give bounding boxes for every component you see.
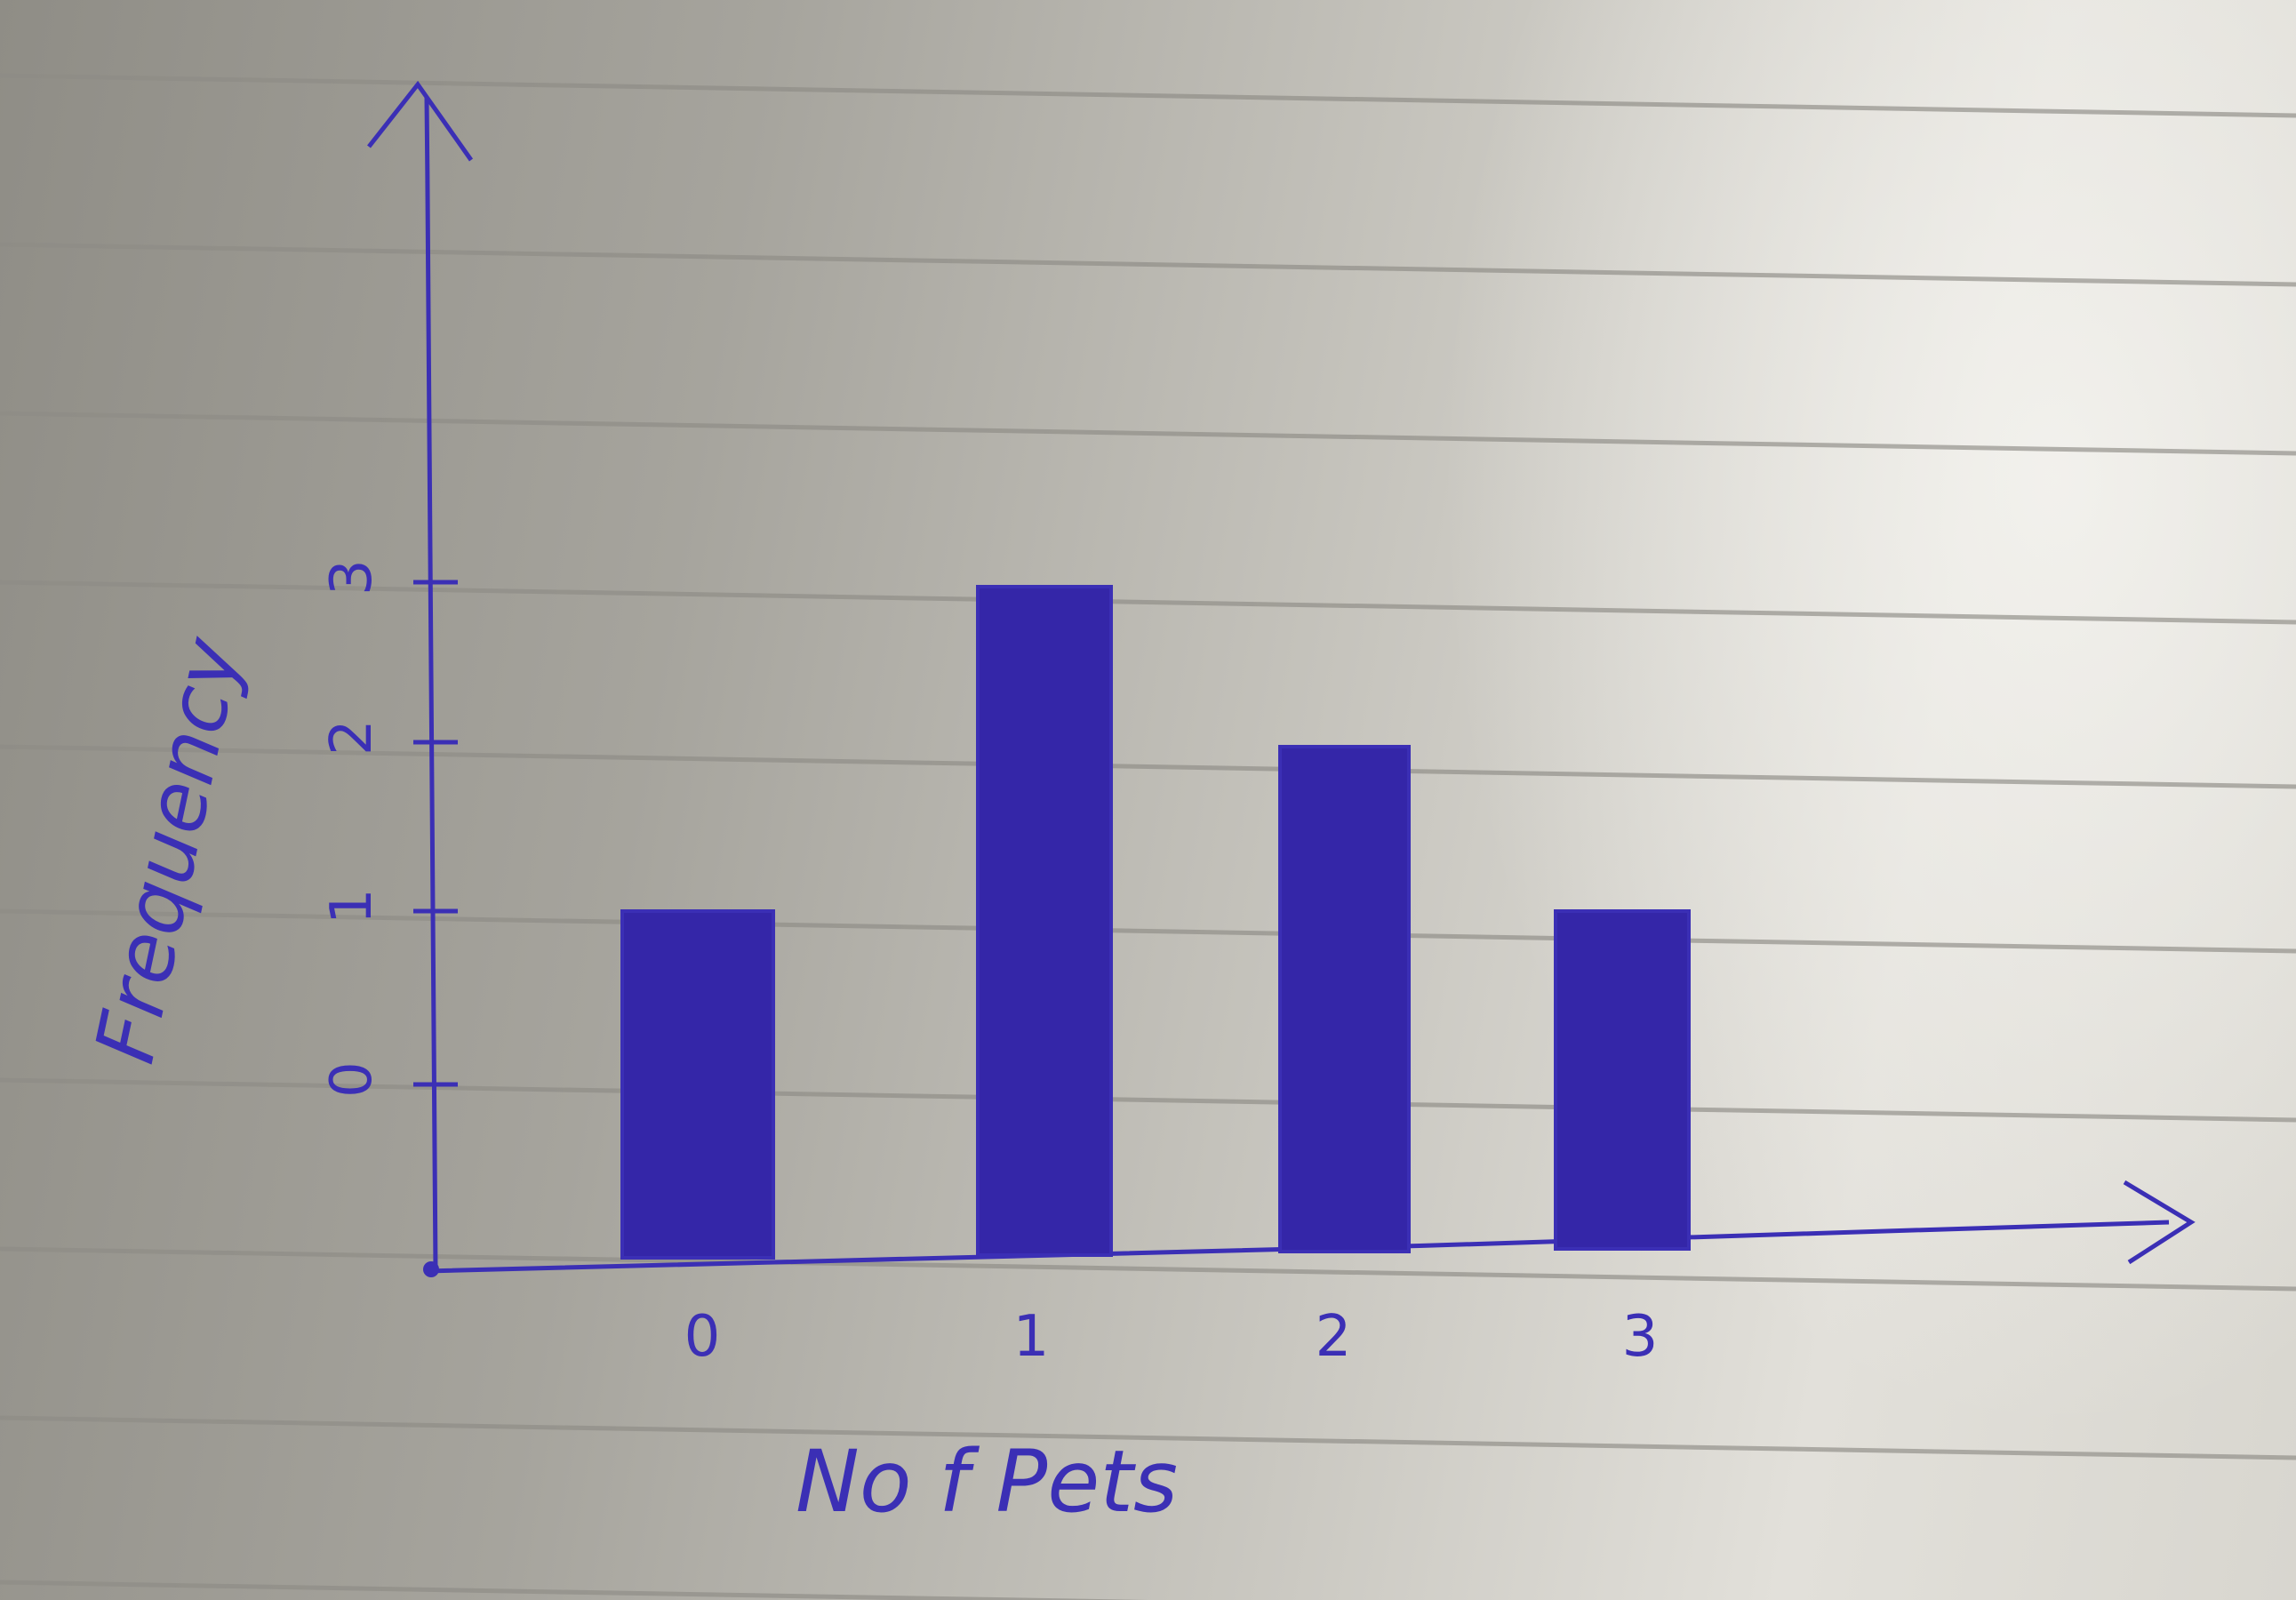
bars	[620, 585, 1691, 1260]
y-axis-line	[424, 97, 438, 1272]
ruled-line	[0, 1415, 2296, 1460]
y-axis-label: Frequency	[77, 628, 260, 1070]
ruled-line	[0, 1077, 2296, 1123]
light-patch	[1333, 0, 2296, 1600]
y-tick-label: 3	[319, 559, 385, 596]
ruled-line	[0, 1246, 2296, 1292]
origin-dot	[423, 1261, 439, 1277]
x-ticks: 0 1 2 3	[684, 1304, 1659, 1370]
bar-3	[1554, 909, 1691, 1251]
ruled-line	[0, 580, 2296, 625]
x-tick-label: 1	[1013, 1304, 1050, 1370]
ruled-line	[0, 411, 2296, 456]
ruled-line	[0, 744, 2296, 789]
x-tick-label: 0	[684, 1304, 721, 1370]
ruled-lines	[0, 73, 2296, 1600]
y-axis-arrow	[367, 80, 474, 162]
y-tick-label: 0	[319, 1061, 385, 1098]
ruled-line	[0, 1580, 1148, 1600]
bar-0	[620, 909, 775, 1260]
y-tick-label: 2	[319, 719, 385, 756]
y-ticks: 0 1 2 3	[319, 559, 458, 1098]
ruled-line	[0, 908, 2296, 954]
bar-2	[1278, 745, 1411, 1253]
x-axis-label: No f Pets	[796, 1432, 1178, 1532]
bar-1	[976, 585, 1113, 1257]
y-tick-label: 1	[319, 888, 385, 924]
x-tick-label: 2	[1316, 1304, 1352, 1370]
ruled-line	[0, 242, 2296, 287]
ruled-line	[0, 73, 2296, 118]
x-axis-arrow	[2123, 1180, 2196, 1265]
x-tick-label: 3	[1622, 1304, 1659, 1370]
